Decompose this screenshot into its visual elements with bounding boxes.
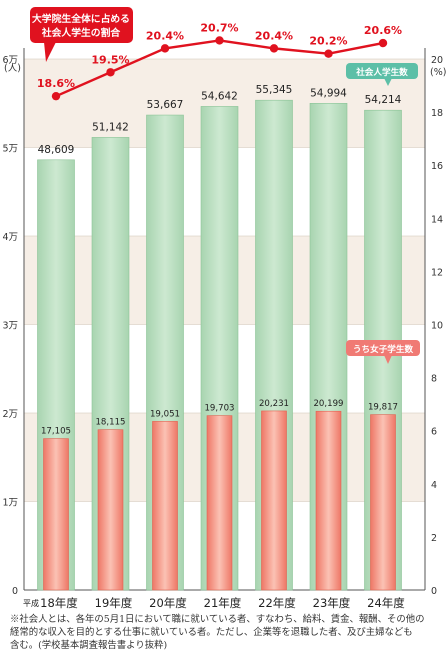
bar-female-label: 19,817 — [368, 403, 398, 413]
data-labels: 48,609 17,105 51,142 18,115 53,667 19,051 54,6… — [37, 21, 402, 436]
y-left-tick-label: 6万 — [2, 55, 18, 66]
y-right-tick-label: 18 — [431, 108, 443, 119]
bar-total-label: 54,214 — [365, 94, 402, 106]
bar-female — [152, 421, 178, 591]
y-right-tick-label: 2 — [431, 533, 437, 544]
y-right-tick-label: 12 — [431, 267, 443, 278]
bar-female-label: 20,231 — [259, 399, 289, 409]
y-right-tick-label: 14 — [431, 214, 443, 225]
ratio-point — [269, 44, 279, 53]
bar-female — [97, 429, 124, 591]
ratio-label: 20.4% — [255, 29, 293, 42]
bar-total-label: 48,609 — [38, 144, 75, 156]
y-left-tick-label: 4万 — [2, 232, 18, 243]
ratio-label: 20.6% — [364, 24, 402, 37]
bar-female — [43, 438, 69, 591]
badge-total-label: 社会人学生数 — [355, 66, 408, 78]
badge-total-students: 社会人学生数 — [346, 63, 418, 86]
y-right-unit: (%) — [430, 67, 446, 78]
ratio-point — [378, 38, 388, 48]
bar-female — [206, 415, 233, 591]
bar-female-label: 20,199 — [313, 399, 343, 409]
y-right-tick-label: 10 — [431, 321, 443, 332]
bars — [37, 99, 402, 591]
era-prefix: 平成 — [23, 598, 39, 608]
bar-female — [261, 410, 287, 591]
badge-female-students: うち女子学生数 — [346, 340, 420, 364]
bar-female-label: 19,703 — [204, 404, 234, 414]
x-tick-label: 20年度 — [149, 596, 187, 610]
x-tick-label: 23年度 — [313, 596, 351, 610]
bar-total-label: 51,142 — [92, 121, 129, 133]
ratio-point — [106, 68, 115, 77]
axes: 0 1万 2万 3万 4万 5万 6万(人) 0 2 4 6 8 10 12 14 16 18 20(%) — [2, 48, 446, 597]
footnote-line-2: 経常的な収入を目的とする仕事に就いている者。ただし、企業等を退職した者、及び主婦… — [10, 627, 413, 638]
bar-female-label: 19,051 — [150, 409, 180, 419]
footnote-line-1: ※社会人とは、各年の5月1日において職に就いている者、すなわち、給料、賃金、報酬… — [10, 614, 425, 625]
ratio-label: 20.7% — [200, 21, 238, 34]
ratio-point — [324, 49, 333, 58]
y-left-tick-label: 0 — [12, 586, 18, 597]
ratio-point — [215, 36, 224, 45]
chart: 0 1万 2万 3万 4万 5万 6万(人) 0 2 4 6 8 10 12 14 16 18 20(%) 48,… — [2, 7, 446, 610]
ratio-label: 20.4% — [146, 29, 184, 42]
bar-total-label: 54,994 — [310, 87, 347, 99]
callout-line-1: 大学院生全体に占める — [32, 12, 130, 25]
bar-female-label: 18,115 — [95, 418, 125, 428]
x-tick-label: 24年度 — [367, 596, 405, 610]
x-tick-label: 19年度 — [95, 596, 133, 610]
x-tick-label: 21年度 — [204, 596, 242, 610]
callout-line-2: 社会人学生の割合 — [41, 26, 121, 39]
y-right-tick-label: 20 — [431, 55, 443, 66]
y-right-tick-label: 6 — [431, 427, 437, 438]
x-tick-label: 18年度 — [40, 596, 78, 610]
ratio-point — [160, 44, 170, 53]
ratio-line — [51, 36, 388, 101]
x-axis-labels: 平成 18年度 19年度 20年度 21年度 22年度 23年度 24年度 — [23, 596, 405, 610]
bar-female-label: 17,105 — [41, 427, 71, 437]
ratio-callout: 大学院生全体に占める 社会人学生の割合 — [30, 7, 133, 62]
y-left-tick-label: 3万 — [2, 321, 18, 332]
footnote-line-3: 含む。(学校基本調査報告書より抜粋) — [10, 640, 168, 651]
ratio-label: 20.2% — [309, 35, 347, 48]
footnote: ※社会人とは、各年の5月1日において職に就いている者、すなわち、給料、賃金、報酬… — [10, 613, 438, 652]
bar-female — [315, 410, 342, 591]
bar-female — [370, 414, 396, 591]
y-right-tick-label: 8 — [431, 374, 437, 385]
y-left-tick-label: 5万 — [2, 144, 18, 155]
y-right-tick-label: 16 — [431, 161, 443, 172]
x-tick-label: 22年度 — [258, 596, 296, 610]
y-left-tick-label: 2万 — [2, 409, 18, 420]
y-right-tick-label: 0 — [431, 586, 437, 597]
bar-total-label: 54,642 — [201, 90, 238, 102]
bar-total-label: 55,345 — [256, 84, 293, 96]
y-left-tick-label: 1万 — [2, 498, 18, 509]
badge-female-label: うち女子学生数 — [353, 343, 414, 355]
ratio-point — [51, 91, 61, 101]
y-left-unit: (人) — [4, 63, 21, 74]
ratio-label: 19.5% — [91, 53, 129, 66]
ratio-label: 18.6% — [37, 77, 75, 90]
y-right-tick-label: 4 — [431, 480, 437, 491]
bar-total-label: 53,667 — [147, 99, 184, 111]
